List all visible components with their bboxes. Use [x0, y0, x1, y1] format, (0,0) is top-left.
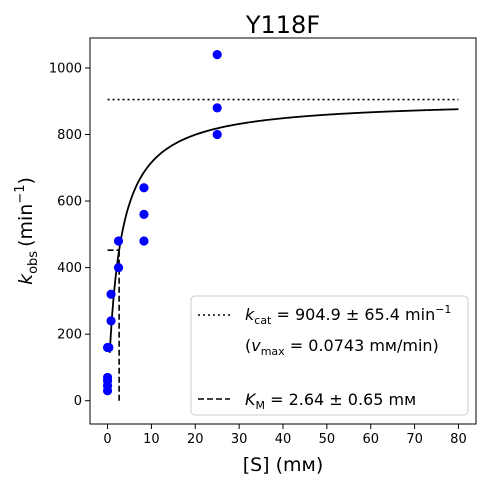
x-tick-label: 80: [450, 432, 467, 447]
data-point: [212, 103, 222, 113]
data-point: [139, 236, 149, 246]
kcat-exponent: −1: [435, 303, 451, 316]
y-tick-label: 400: [57, 261, 82, 276]
data-point: [104, 342, 114, 353]
vmax-open: (: [245, 336, 251, 355]
data-point: [113, 263, 124, 273]
kcat-subscript: cat: [254, 314, 272, 327]
x-tick-label: 0: [103, 432, 111, 447]
data-point: [212, 50, 222, 60]
legend-vmax-label: (vmax = 0.0743 mм/min): [245, 336, 439, 358]
data-point: [139, 183, 149, 193]
x-tick-label: 70: [406, 432, 423, 447]
vmax-symbol: v: [251, 336, 261, 355]
y-label-close: ): [15, 177, 37, 184]
km-symbol: K: [245, 390, 257, 409]
y-tick-label: 200: [57, 328, 82, 343]
x-axis-label: [S] (mм): [243, 454, 324, 476]
x-axis-ticks: 0 10 20 30 40 50 60 70 80: [103, 424, 467, 447]
x-tick-label: 20: [187, 432, 204, 447]
km-dashed-line: [107, 249, 120, 401]
data-point: [106, 289, 116, 299]
chart-title: Y118F: [245, 11, 320, 39]
fit-curve: [108, 108, 459, 353]
x-tick-label: 50: [319, 432, 336, 447]
x-tick-label: 40: [275, 432, 292, 447]
km-subscript: M: [256, 399, 266, 412]
data-point: [102, 372, 113, 383]
kcat-value: = 904.9 ± 65.4 min: [271, 305, 435, 324]
data-points: [102, 50, 222, 396]
y-axis-ticks: 0 200 400 600 800 1000: [49, 61, 90, 409]
y-tick-label: 0: [74, 394, 82, 409]
x-tick-label: 60: [362, 432, 379, 447]
data-point: [139, 209, 149, 219]
y-label-exponent: −1: [13, 185, 28, 204]
legend-kcat-label: kcat = 904.9 ± 65.4 min−1: [245, 303, 451, 327]
data-point: [113, 236, 124, 246]
x-tick-label: 10: [143, 432, 160, 447]
data-point: [106, 316, 116, 326]
vmax-value: = 0.0743 mм/min): [285, 336, 439, 355]
data-point: [212, 129, 222, 140]
y-tick-label: 1000: [49, 61, 82, 76]
legend: kcat = 904.9 ± 65.4 min−1 (vmax = 0.0743…: [190, 295, 469, 416]
x-tick-label: 30: [231, 432, 248, 447]
y-label-unit: (min: [15, 204, 37, 247]
y-label-subscript: obs: [26, 251, 41, 274]
y-tick-label: 800: [57, 128, 82, 143]
kcat-symbol: k: [245, 305, 255, 324]
legend-box: [190, 295, 469, 416]
legend-km-label: KM = 2.64 ± 0.65 mм: [245, 390, 416, 412]
vmax-subscript: max: [261, 345, 285, 358]
y-label-symbol: k: [15, 273, 37, 285]
y-axis-label: kobs (min−1): [13, 177, 41, 285]
km-value: = 2.64 ± 0.65 mм: [265, 390, 416, 409]
y-tick-label: 600: [57, 195, 82, 210]
